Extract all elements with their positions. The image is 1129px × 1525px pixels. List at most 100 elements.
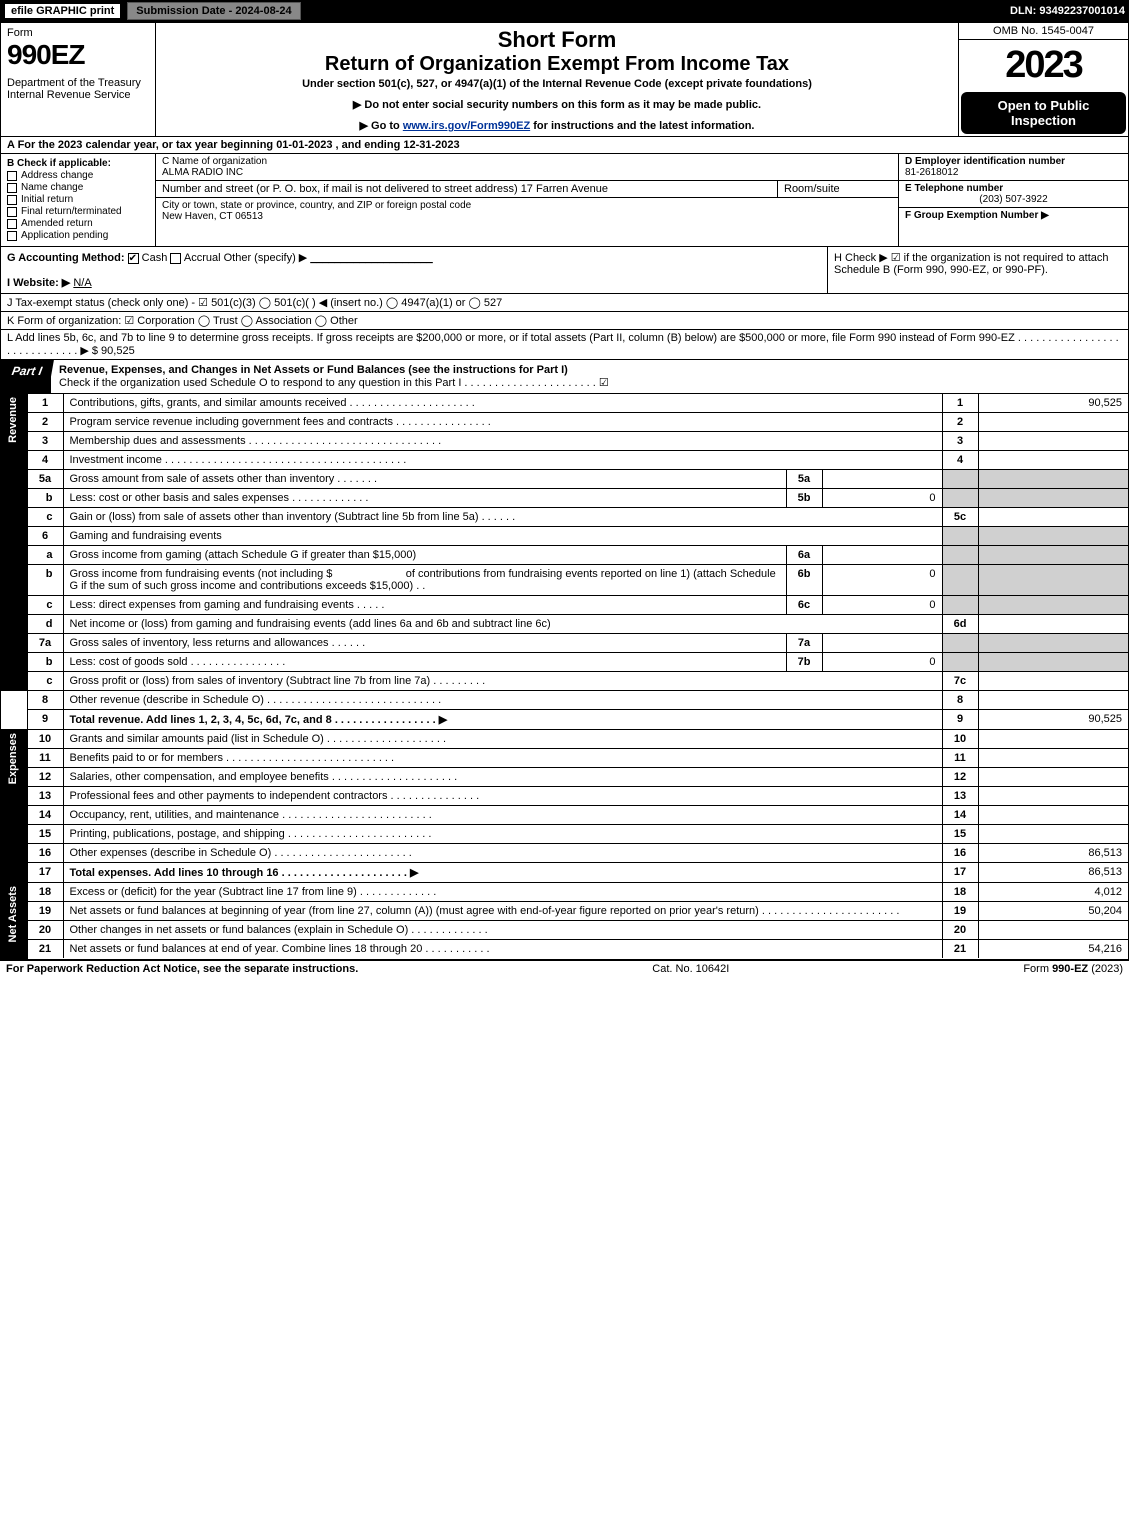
omb-number: OMB No. 1545-0047 <box>959 23 1128 40</box>
line-6d-desc: Net income or (loss) from gaming and fun… <box>63 615 942 634</box>
line-6a-mini-amt <box>822 546 942 565</box>
line-12-desc: Salaries, other compensation, and employ… <box>63 768 942 787</box>
line-18-box: 18 <box>942 883 978 902</box>
line-5a-mini-amt <box>822 470 942 489</box>
line-6-desc: Gaming and fundraising events <box>63 527 942 546</box>
chk-initial-return[interactable] <box>7 195 17 205</box>
line-5b-amt <box>978 489 1128 508</box>
line-6-num: 6 <box>27 527 63 546</box>
line-5b-desc: Less: cost or other basis and sales expe… <box>63 489 786 508</box>
line-5c-desc: Gain or (loss) from sale of assets other… <box>63 508 942 527</box>
line-13-desc: Professional fees and other payments to … <box>63 787 942 806</box>
line-17-amt: 86,513 <box>978 863 1128 883</box>
line-8-desc: Other revenue (describe in Schedule O) .… <box>63 691 942 710</box>
line-7b-mini: 7b <box>786 653 822 672</box>
part-1-label: Part I <box>0 360 54 393</box>
line-6a-desc: Gross income from gaming (attach Schedul… <box>63 546 786 565</box>
footer-left: For Paperwork Reduction Act Notice, see … <box>6 963 358 975</box>
chk-address-change[interactable] <box>7 171 17 181</box>
line-18-amt: 4,012 <box>978 883 1128 902</box>
line-10-amt <box>978 730 1128 749</box>
row-l-amount: 90,525 <box>101 345 135 357</box>
footer-right: Form 990-EZ (2023) <box>1023 963 1123 975</box>
line-8-amt <box>978 691 1128 710</box>
line-20-num: 20 <box>27 921 63 940</box>
line-6a-box <box>942 546 978 565</box>
section-def: D Employer identification number 81-2618… <box>898 154 1128 246</box>
line-7a-box <box>942 634 978 653</box>
header-title: Return of Organization Exempt From Incom… <box>164 53 950 76</box>
line-15-amt <box>978 825 1128 844</box>
side-label-expenses: Expenses <box>1 730 27 883</box>
section-b-label: B Check if applicable: <box>7 158 149 169</box>
line-15-desc: Printing, publications, postage, and shi… <box>63 825 942 844</box>
section-c: C Name of organization ALMA RADIO INC Nu… <box>156 154 898 246</box>
line-6d-num: d <box>27 615 63 634</box>
line-7a-desc: Gross sales of inventory, less returns a… <box>63 634 786 653</box>
row-k: K Form of organization: ☑ Corporation ◯ … <box>0 312 1129 330</box>
line-7b-desc: Less: cost of goods sold . . . . . . . .… <box>63 653 786 672</box>
ein-value: 81-2618012 <box>905 167 958 178</box>
line-6b-mini: 6b <box>786 565 822 596</box>
line-6-amt <box>978 527 1128 546</box>
line-4-amt <box>978 451 1128 470</box>
row-g: G Accounting Method: Cash Accrual Other … <box>1 247 828 293</box>
line-16-desc: Other expenses (describe in Schedule O) … <box>63 844 942 863</box>
room-label: Room/suite <box>784 183 840 195</box>
line-6d-box: 6d <box>942 615 978 634</box>
top-bar: efile GRAPHIC print Submission Date - 20… <box>0 0 1129 22</box>
line-6-box <box>942 527 978 546</box>
line-1-num: 1 <box>27 394 63 413</box>
line-6c-desc: Less: direct expenses from gaming and fu… <box>63 596 786 615</box>
chk-accrual[interactable] <box>170 253 181 264</box>
line-6c-box <box>942 596 978 615</box>
irs-link[interactable]: www.irs.gov/Form990EZ <box>403 120 530 132</box>
line-6c-amt <box>978 596 1128 615</box>
line-15-num: 15 <box>27 825 63 844</box>
line-17-num: 17 <box>27 863 63 883</box>
org-info-block: B Check if applicable: Address change Na… <box>0 154 1129 247</box>
line-6b-amt <box>978 565 1128 596</box>
chk-final-return[interactable] <box>7 207 17 217</box>
line-9-num: 9 <box>27 710 63 730</box>
row-i-label: I Website: ▶ <box>7 277 70 289</box>
line-7a-num: 7a <box>27 634 63 653</box>
phone-label: E Telephone number <box>905 183 1003 194</box>
line-7b-num: b <box>27 653 63 672</box>
dept-label: Department of the Treasury Internal Reve… <box>7 77 149 101</box>
group-exemption-label: F Group Exemption Number ▶ <box>905 210 1049 221</box>
part-1-header: Part I Revenue, Expenses, and Changes in… <box>0 360 1129 394</box>
chk-application-pending[interactable] <box>7 231 17 241</box>
line-2-box: 2 <box>942 413 978 432</box>
line-16-num: 16 <box>27 844 63 863</box>
line-5a-mini: 5a <box>786 470 822 489</box>
line-5c-box: 5c <box>942 508 978 527</box>
line-5a-desc: Gross amount from sale of assets other t… <box>63 470 786 489</box>
line-6b-num: b <box>27 565 63 596</box>
line-19-num: 19 <box>27 902 63 921</box>
line-1-amt: 90,525 <box>978 394 1128 413</box>
form-label: Form <box>7 27 149 39</box>
line-1-box: 1 <box>942 394 978 413</box>
chk-cash[interactable] <box>128 253 139 264</box>
chk-name-change[interactable] <box>7 183 17 193</box>
chk-amended-return[interactable] <box>7 219 17 229</box>
line-5b-mini-amt: 0 <box>822 489 942 508</box>
line-13-num: 13 <box>27 787 63 806</box>
line-7c-desc: Gross profit or (loss) from sales of inv… <box>63 672 942 691</box>
line-5a-amt <box>978 470 1128 489</box>
line-6b-box <box>942 565 978 596</box>
line-5c-num: c <box>27 508 63 527</box>
line-1-desc: Contributions, gifts, grants, and simila… <box>63 394 942 413</box>
line-7b-box <box>942 653 978 672</box>
line-7c-box: 7c <box>942 672 978 691</box>
form-header: Form 990EZ Department of the Treasury In… <box>0 22 1129 137</box>
line-14-amt <box>978 806 1128 825</box>
line-3-desc: Membership dues and assessments . . . . … <box>63 432 942 451</box>
line-6c-mini-amt: 0 <box>822 596 942 615</box>
website-value: N/A <box>73 277 91 289</box>
phone-value: (203) 507-3922 <box>905 194 1122 205</box>
line-6c-mini: 6c <box>786 596 822 615</box>
side-label-revenue: Revenue <box>1 394 27 691</box>
line-14-num: 14 <box>27 806 63 825</box>
